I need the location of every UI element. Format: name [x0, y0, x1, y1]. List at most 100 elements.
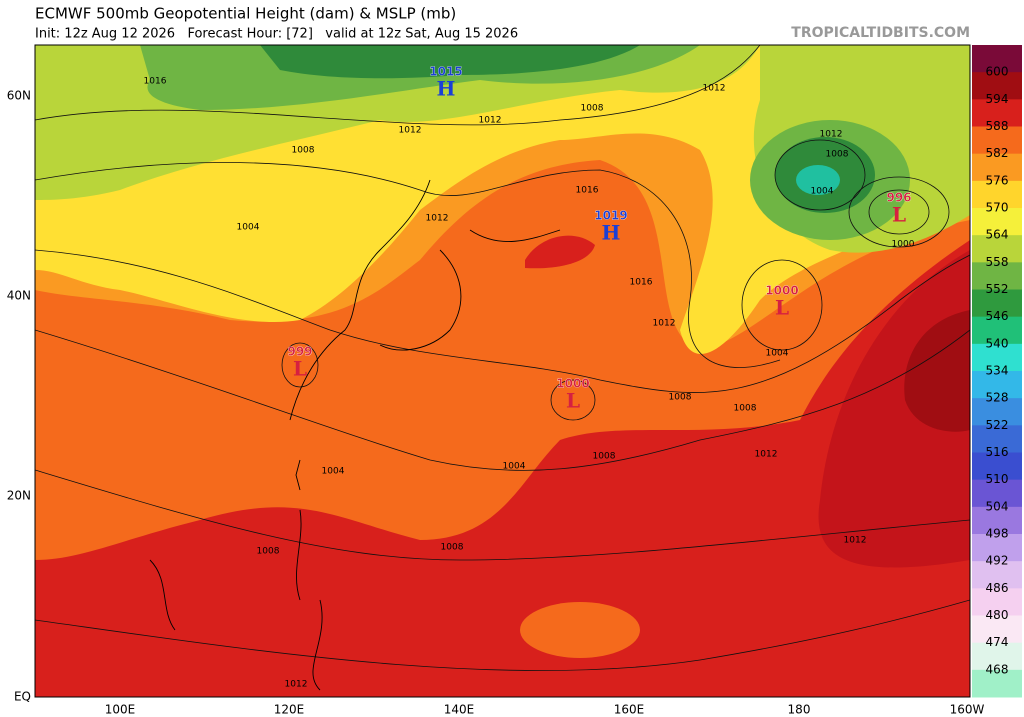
isobar-label: 1008 [734, 404, 757, 414]
lat-label: 40N [7, 289, 31, 303]
colorbar-label: 558 [986, 255, 1009, 269]
colorbar-label: 480 [986, 608, 1009, 622]
isobar-label: 1016 [630, 278, 653, 288]
isobar-label: 1004 [503, 462, 526, 472]
lon-label: 160W [950, 703, 985, 717]
isobar-label: 1012 [399, 126, 422, 136]
isobar-label: 1004 [322, 467, 345, 477]
colorbar-swatch [972, 99, 1022, 127]
center-letter: L [775, 296, 789, 320]
colorbar-label: 546 [986, 309, 1009, 323]
colorbar-swatch [972, 398, 1022, 426]
height-field [35, 45, 970, 697]
colorbar-label: 588 [986, 119, 1009, 133]
colorbar-swatch [972, 615, 1022, 644]
isobar-label: 1008 [826, 150, 849, 160]
lon-label: 120E [274, 703, 305, 717]
colorbar-label: 486 [986, 581, 1009, 595]
lon-label: 160E [614, 703, 645, 717]
center-letter: H [602, 221, 621, 245]
isobar-label: 1012 [479, 116, 502, 126]
center-value: 996 [886, 191, 911, 205]
isobar-label: 1008 [257, 547, 280, 557]
isobar-label: 1016 [144, 77, 167, 87]
lon-label: 180 [788, 703, 811, 717]
isobar-label: 1012 [426, 214, 449, 224]
colorbar-swatch [972, 371, 1022, 399]
colorbar-label: 504 [986, 499, 1009, 513]
lat-label: 20N [7, 489, 31, 503]
colorbar-swatch [972, 153, 1022, 182]
center-letter: H [437, 77, 456, 101]
colorbar-label: 534 [986, 364, 1009, 378]
isobar-label: 1012 [844, 536, 867, 546]
lat-label: 60N [7, 89, 31, 103]
colorbar-label: 576 [986, 173, 1009, 187]
colorbar-swatch [972, 425, 1022, 453]
colorbar-swatch [972, 642, 1022, 671]
colorbar-swatch [972, 479, 1022, 508]
colorbar-label: 498 [986, 527, 1009, 541]
colorbar-label: 594 [986, 92, 1009, 106]
title: ECMWF 500mb Geopotential Height (dam) & … [35, 5, 456, 23]
colorbar-swatch [972, 506, 1022, 535]
colorbar-swatch [972, 45, 1022, 73]
isobar-label: 1008 [581, 104, 604, 114]
colorbar-swatch [972, 588, 1022, 616]
colorbar-swatch [972, 452, 1022, 481]
colorbar-label: 522 [986, 418, 1009, 432]
colorbar-label: 468 [986, 662, 1009, 676]
colorbar-label: 516 [986, 445, 1009, 459]
center-value: 1015 [429, 65, 462, 79]
colorbar-swatch [972, 235, 1022, 263]
lat-label: EQ [14, 690, 31, 704]
isobar-label: 1008 [441, 543, 464, 553]
isobar-label: 1004 [237, 223, 260, 233]
colorbar-swatch [972, 126, 1022, 155]
colorbar-label: 582 [986, 146, 1009, 160]
credit: TROPICALTIDBITS.COM [791, 25, 970, 41]
center-value: 1000 [765, 284, 798, 298]
colorbar-label: 528 [986, 391, 1009, 405]
lon-label: 100E [105, 703, 136, 717]
colorbar-swatch [972, 534, 1022, 562]
isobar-label: 1016 [576, 186, 599, 196]
isobar-label: 1008 [292, 146, 315, 156]
isobar-label: 1004 [811, 187, 834, 197]
isobar-label: 1008 [593, 452, 616, 462]
center-value: 1000 [556, 377, 589, 391]
isobar-label: 1012 [820, 130, 843, 140]
colorbar-swatch [972, 669, 1022, 698]
isobar-label: 1008 [669, 393, 692, 403]
colorbar-swatch [972, 208, 1022, 236]
colorbar-swatch [972, 316, 1022, 345]
center-letter: L [566, 389, 580, 413]
map-frame [34, 44, 971, 698]
colorbar-label: 600 [986, 65, 1009, 79]
isobar-label: 1000 [892, 240, 915, 250]
colorbar-swatch [972, 561, 1022, 589]
colorbar-label: 570 [986, 201, 1009, 215]
center-letter: L [892, 203, 906, 227]
lon-label: 140E [444, 703, 475, 717]
colorbar-label: 492 [986, 554, 1009, 568]
colorbar-label: 540 [986, 336, 1009, 350]
center-letter: L [293, 357, 307, 381]
colorbar-label: 564 [986, 228, 1009, 242]
colorbar-swatch [972, 180, 1022, 209]
colorbar-swatch [972, 289, 1022, 318]
center-value: 999 [287, 345, 312, 359]
colorbar-swatch [972, 262, 1022, 290]
colorbar-swatch [972, 72, 1022, 100]
colorbar-label: 474 [986, 635, 1009, 649]
subtitle: Init: 12z Aug 12 2026 Forecast Hour: [72… [35, 27, 518, 42]
colorbar-label: 552 [986, 282, 1009, 296]
isobar-label: 1012 [653, 319, 676, 329]
isobar-label: 1012 [285, 680, 308, 690]
isobar-label: 1012 [755, 450, 778, 460]
center-value: 1019 [594, 209, 627, 223]
colorbar-swatch [972, 343, 1022, 372]
isobar-label: 1012 [703, 84, 726, 94]
colorbar-label: 510 [986, 472, 1009, 486]
